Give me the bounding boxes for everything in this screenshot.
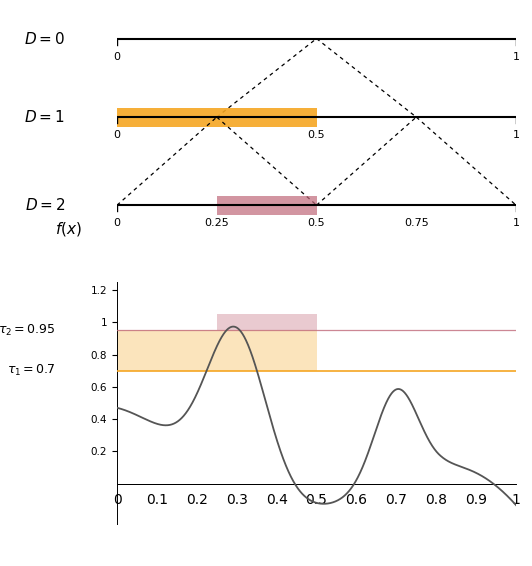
Text: 0.5: 0.5: [307, 218, 326, 228]
Bar: [217, 196, 317, 215]
Text: 0: 0: [113, 52, 121, 62]
Text: $D = 0$: $D = 0$: [24, 31, 65, 46]
Text: $f(x)$: $f(x)$: [55, 220, 82, 238]
Text: $D = 1$: $D = 1$: [24, 109, 65, 125]
Bar: [117, 108, 317, 127]
Text: 0.25: 0.25: [204, 218, 229, 228]
Text: 0: 0: [113, 130, 121, 140]
Text: $\tau_2 = 0.95$: $\tau_2 = 0.95$: [0, 323, 55, 338]
Text: 0.5: 0.5: [307, 130, 326, 140]
Bar: [117, 331, 317, 371]
Text: 0: 0: [113, 218, 121, 228]
Text: $\tau_1 = 0.7$: $\tau_1 = 0.7$: [6, 363, 55, 378]
Bar: [217, 314, 317, 331]
Text: $D = 2$: $D = 2$: [24, 197, 65, 213]
Text: 1: 1: [512, 52, 520, 62]
Text: 1: 1: [512, 130, 520, 140]
Text: 0.75: 0.75: [404, 218, 429, 228]
Text: 1: 1: [512, 218, 520, 228]
